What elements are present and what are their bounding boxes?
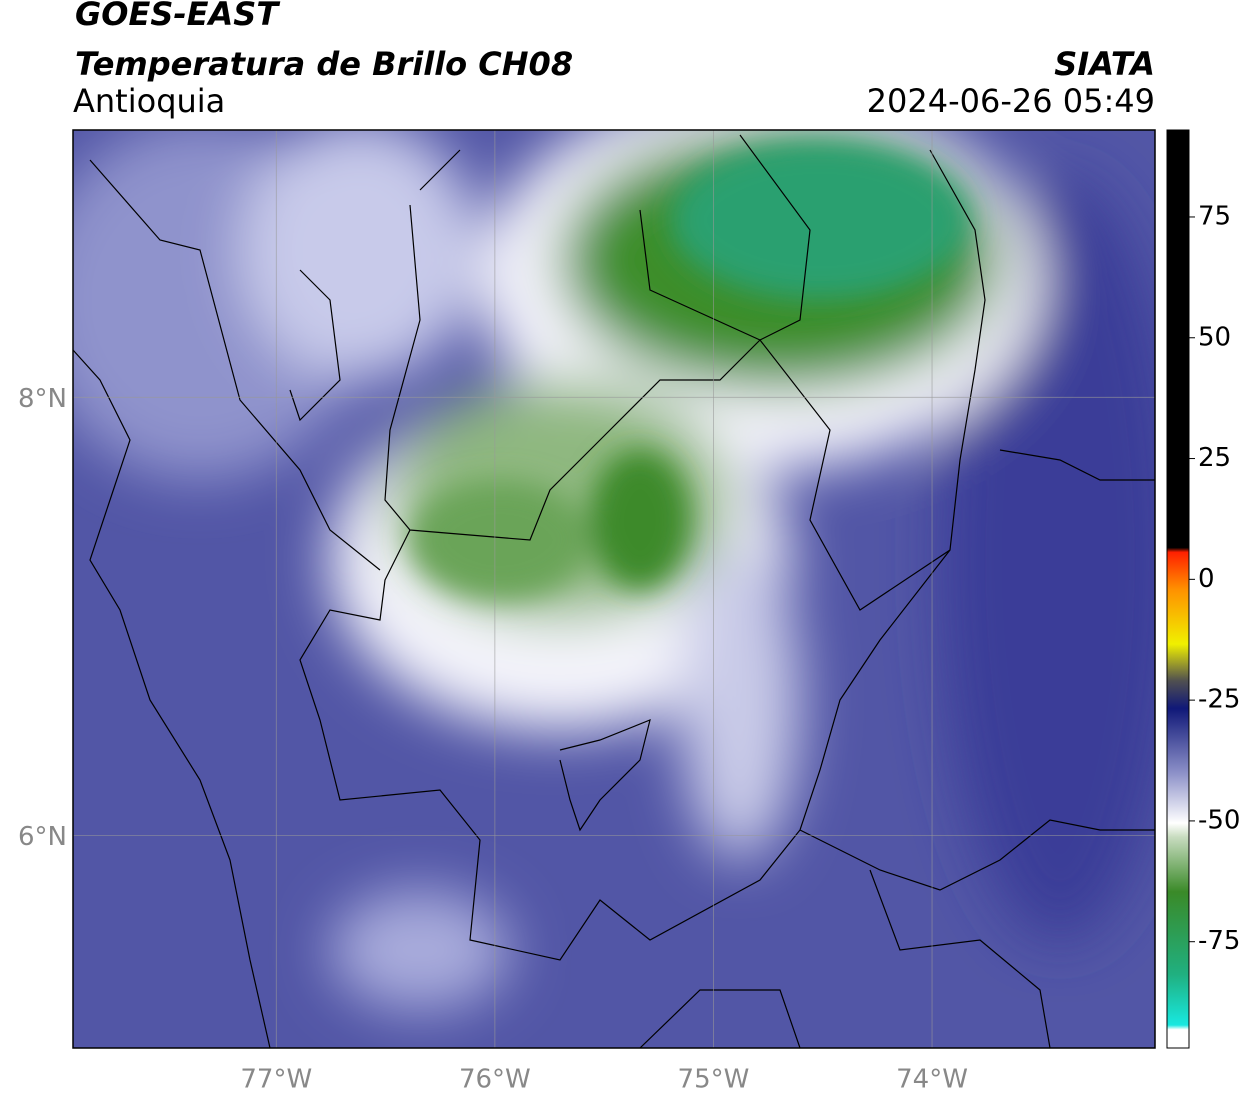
x-tick-label: 76°W (459, 1065, 531, 1095)
boundary (384, 149, 986, 611)
colorbar-tick-label: -50 (1198, 805, 1240, 835)
boundary (639, 449, 1155, 1048)
colorbar-tick-label: 0 (1198, 564, 1215, 594)
y-tick-label: 6°N (18, 822, 67, 852)
x-tick-label: 74°W (896, 1065, 968, 1095)
colorbar-tick-label: 50 (1198, 322, 1231, 352)
boundary (89, 134, 811, 571)
boundary (559, 719, 651, 832)
colorbar-tick-label: 75 (1198, 201, 1231, 231)
region: Antioquia (73, 82, 225, 120)
subtitle: Temperatura de Brillo CH08 (75, 45, 573, 83)
graticule (73, 130, 1155, 1048)
title: GOES-EAST (75, 0, 280, 33)
cold-tops (410, 140, 970, 600)
colorbar-tick-label: -75 (1198, 926, 1240, 956)
y-tick-label: 8°N (18, 384, 67, 414)
x-tick-label: 77°W (240, 1065, 312, 1095)
coastline (73, 149, 461, 1048)
boundary (299, 529, 951, 961)
x-tick-label: 75°W (678, 1065, 750, 1095)
satellite-map (73, 130, 1155, 1048)
colorbar-tick-label: -25 (1198, 685, 1240, 715)
map-frame (72, 129, 1156, 1049)
datetime: 2024-06-26 05:49 (867, 82, 1155, 120)
source: SIATA (1054, 45, 1155, 83)
colorbar-tick-label: 25 (1198, 443, 1231, 473)
colorbar (1166, 129, 1190, 1049)
